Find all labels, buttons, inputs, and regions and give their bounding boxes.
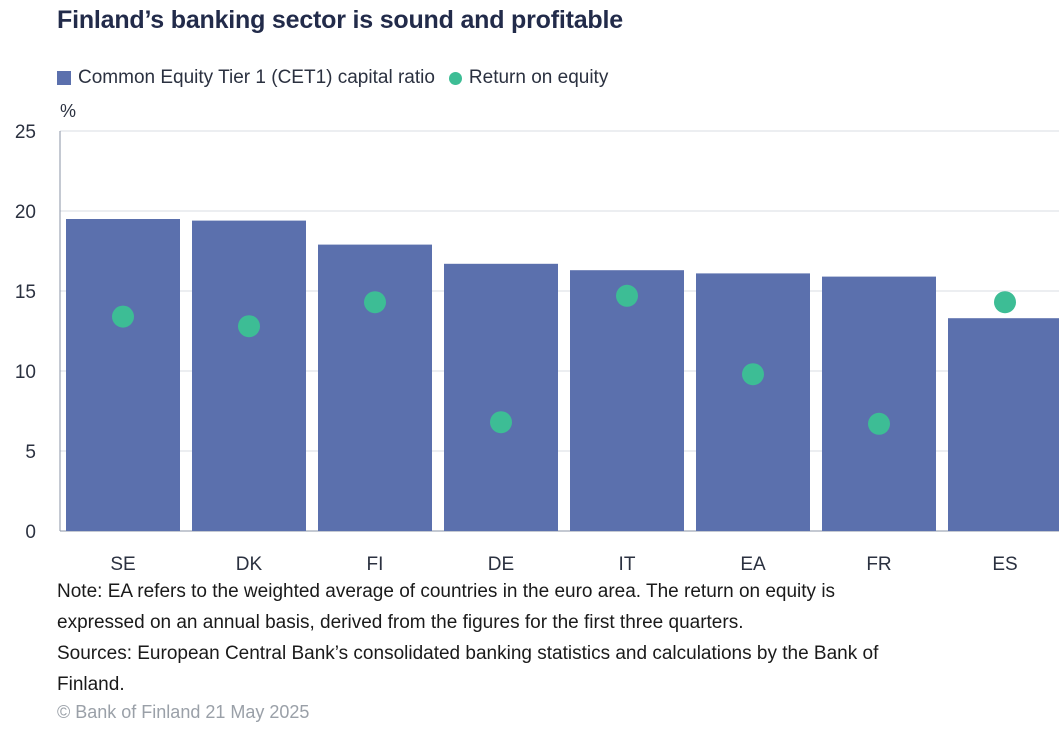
dot-it — [616, 284, 638, 307]
bar-it — [570, 270, 684, 531]
legend-label-cet1: Common Equity Tier 1 (CET1) capital rati… — [78, 67, 435, 88]
x-tick-label: SE — [110, 554, 135, 575]
legend-dot-swatch — [448, 71, 462, 85]
dot-ea — [742, 363, 764, 386]
x-tick-label: DE — [488, 554, 514, 575]
dot-es — [994, 291, 1016, 314]
dot-se — [112, 305, 134, 328]
legend-item-cet1: Common Equity Tier 1 (CET1) capital rati… — [57, 67, 435, 89]
y-tick-label: 0 — [25, 522, 36, 543]
x-tick-label: EA — [740, 554, 766, 575]
bar-ea — [696, 273, 810, 531]
chart-note: Note: EA refers to the weighted average … — [57, 576, 1047, 700]
y-tick-label: 20 — [15, 202, 36, 223]
y-tick-label: 25 — [15, 122, 36, 143]
bar-de — [444, 263, 558, 531]
note-line-4: Finland. — [57, 674, 125, 695]
dot-fr — [868, 412, 890, 435]
y-axis-unit: % — [60, 101, 77, 121]
legend: Common Equity Tier 1 (CET1) capital rati… — [57, 64, 622, 92]
legend-item-roe: Return on equity — [448, 67, 609, 89]
x-tick-label: ES — [992, 554, 1017, 575]
dot-dk — [238, 315, 260, 338]
x-tick-label: DK — [236, 554, 263, 575]
bar-es — [948, 318, 1059, 531]
note-line-2: expressed on an annual basis, derived fr… — [57, 612, 744, 633]
note-line-3: Sources: European Central Bank’s consoli… — [57, 643, 879, 664]
bar-dk — [192, 220, 306, 531]
dot-fi — [364, 291, 386, 314]
dot-de — [490, 411, 512, 434]
legend-label-roe: Return on equity — [468, 67, 609, 88]
bar-se — [66, 219, 180, 531]
bar-fr — [822, 276, 936, 531]
chart-title: Finland’s banking sector is sound and pr… — [57, 6, 623, 34]
legend-bar-swatch — [57, 71, 71, 85]
x-tick-label: FR — [866, 554, 891, 575]
copyright: © Bank of Finland 21 May 2025 — [57, 702, 310, 722]
bar-fi — [318, 244, 432, 531]
x-tick-label: IT — [619, 554, 636, 575]
y-tick-label: 5 — [25, 442, 36, 463]
y-tick-label: 15 — [15, 282, 36, 303]
chart-plot: 0 5 10 15 20 25 SE DK FI DE IT EA FR ES — [15, 122, 1059, 575]
note-line-1: Note: EA refers to the weighted average … — [57, 581, 836, 602]
y-tick-label: 10 — [15, 362, 36, 383]
x-tick-label: FI — [367, 554, 384, 575]
